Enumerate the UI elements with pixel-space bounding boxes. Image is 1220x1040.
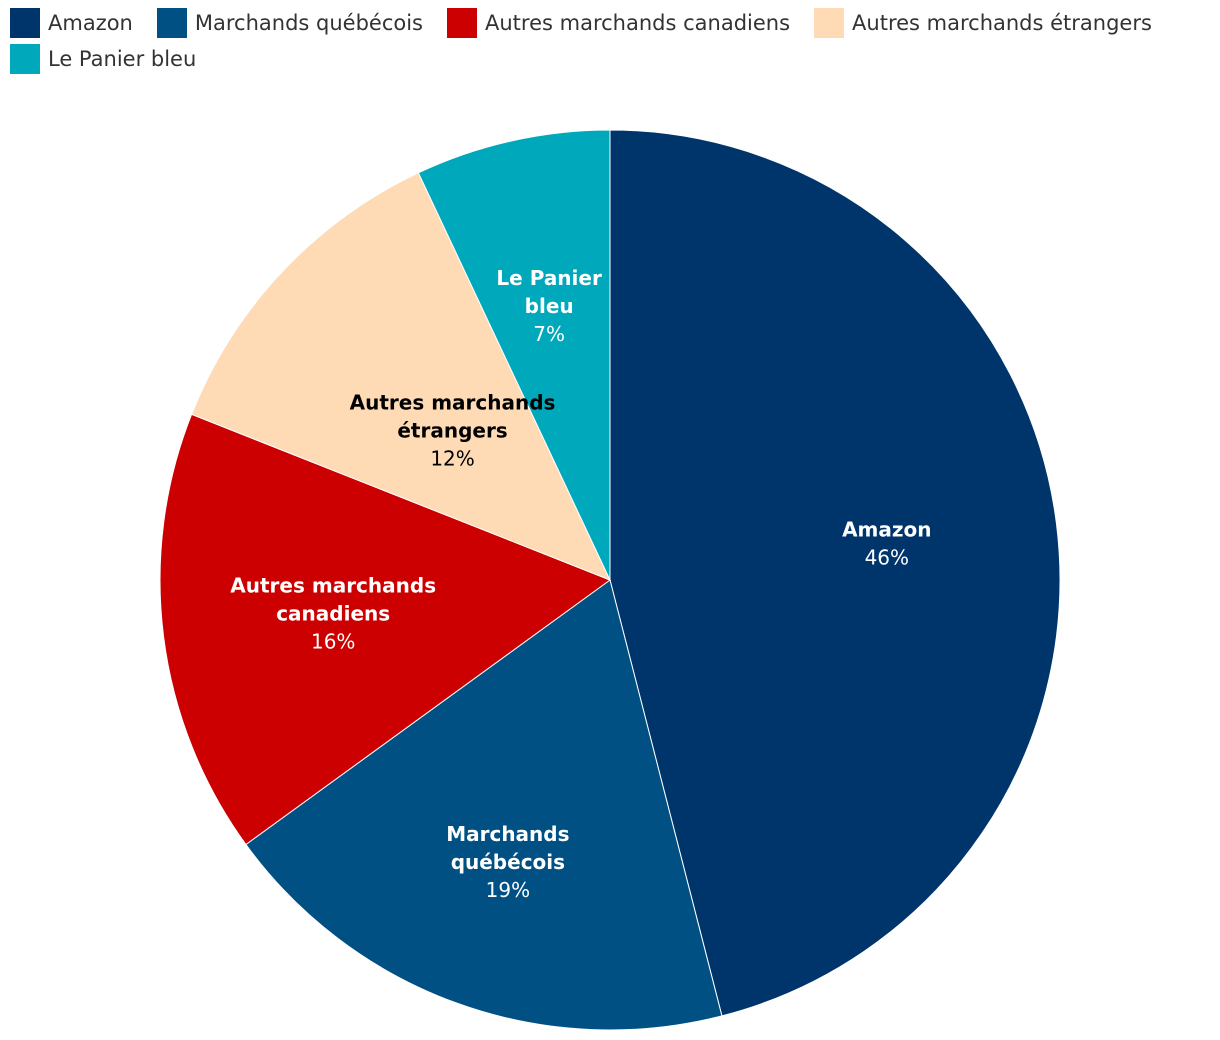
- pie-slices: [159, 129, 1061, 1031]
- legend-label: Amazon: [48, 11, 133, 35]
- slice-label-le-panier-bleu: Le Panier bleu 7%: [496, 266, 602, 346]
- legend-label: Le Panier bleu: [48, 47, 197, 71]
- slice-label-marchands-quebecois: Marchands québécois 19%: [446, 822, 569, 902]
- slice-label-name: Autres marchands: [230, 573, 436, 597]
- slice-label-name: étrangers: [397, 419, 507, 443]
- legend-swatch: [10, 44, 40, 74]
- slice-label-value: 7%: [533, 322, 565, 346]
- slice-label-name: québécois: [451, 850, 565, 874]
- slice-label-autres-marchands-etrangers: Autres marchands étrangers 12%: [350, 391, 556, 471]
- slice-label-name: bleu: [525, 294, 574, 318]
- legend-swatch: [10, 8, 40, 38]
- slice-label-amazon: Amazon 46%: [842, 518, 931, 570]
- slice-label-name: canadiens: [276, 601, 390, 625]
- pie-slice-autres-marchands-canadiens[interactable]: [159, 413, 612, 846]
- pie-labels: Amazon 46% Marchands québécois 19% Autres mar…: [230, 266, 931, 902]
- legend-label: Autres marchands canadiens: [485, 11, 791, 35]
- legend-swatch: [814, 8, 845, 38]
- legend-swatch: [156, 8, 187, 38]
- slice-label-value: 16%: [311, 629, 355, 653]
- slice-label-value: 19%: [486, 878, 530, 902]
- legend-item-autres-marchands-etrangers[interactable]: Autres marchands étrangers: [814, 8, 1152, 38]
- legend-item-le-panier-bleu[interactable]: Le Panier bleu: [10, 44, 196, 74]
- legend-label: Marchands québécois: [194, 11, 423, 35]
- legend-item-autres-marchands-canadiens[interactable]: Autres marchands canadiens: [447, 8, 790, 38]
- slice-label-autres-marchands-canadiens: Autres marchands canadiens 16%: [230, 573, 436, 653]
- pie-slice-amazon[interactable]: [609, 129, 1061, 1017]
- legend-label: Autres marchands étrangers: [852, 11, 1152, 35]
- slice-label-value: 12%: [430, 447, 474, 471]
- chart-legend: Amazon Marchands québécois Autres marchand…: [10, 8, 1215, 74]
- legend-item-marchands-quebecois[interactable]: Marchands québécois: [156, 8, 423, 38]
- legend-swatch: [447, 8, 477, 38]
- slice-label-name: Marchands: [446, 822, 569, 846]
- legend-item-amazon[interactable]: Amazon: [10, 8, 133, 38]
- pie-slice-le-panier-bleu[interactable]: [417, 129, 611, 581]
- pie-slice-autres-marchands-etrangers[interactable]: [190, 172, 611, 581]
- slice-label-name: Amazon: [842, 518, 931, 542]
- slice-label-name: Autres marchands: [350, 391, 556, 415]
- slice-label-value: 46%: [865, 546, 909, 570]
- slice-label-name: Le Panier: [496, 266, 602, 290]
- pie-slice-marchands-quebecois[interactable]: [245, 579, 723, 1031]
